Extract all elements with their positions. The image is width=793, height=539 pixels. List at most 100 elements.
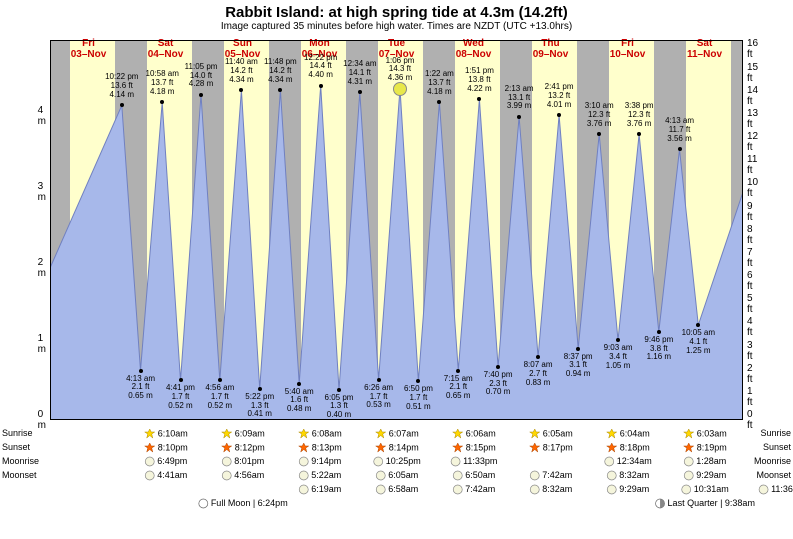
- y-tick-ft: 3 ft: [743, 340, 753, 362]
- y-tick-ft: 1 ft: [743, 386, 753, 408]
- chart-title: Rabbit Island: at high spring tide at 4.…: [0, 0, 793, 21]
- sunset-time: 8:13pm: [297, 442, 342, 454]
- tide-label: 4:56 am1.7 ft0.52 m: [205, 384, 234, 410]
- tide-point: [616, 338, 620, 342]
- tide-point: [199, 93, 203, 97]
- tide-point: [637, 132, 641, 136]
- moonrise-row-label: Moonrise: [2, 456, 39, 466]
- sunset-row-label-right: Sunset: [763, 442, 791, 452]
- tide-label: 6:26 am1.7 ft0.53 m: [364, 384, 393, 410]
- tide-label: 8:37 pm3.1 ft0.94 m: [564, 353, 593, 379]
- moonset-time-2: 6:58am: [375, 484, 419, 495]
- sunset-time: 8:10pm: [143, 442, 188, 454]
- tide-point: [576, 347, 580, 351]
- tide-point: [258, 387, 262, 391]
- y-tick-m: 3 m: [38, 181, 50, 203]
- sunrise-row-label: Sunrise: [2, 428, 33, 438]
- sunset-time: 8:17pm: [528, 442, 573, 454]
- tide-label: 5:22 pm1.3 ft0.41 m: [245, 393, 274, 419]
- tide-point: [120, 103, 124, 107]
- tide-label: 10:22 pm13.6 ft4.14 m: [105, 73, 138, 99]
- tide-point: [657, 330, 661, 334]
- tide-label: 8:07 am2.7 ft0.83 m: [524, 361, 553, 387]
- moonset-time: 8:32am: [606, 470, 650, 481]
- tide-point: [337, 388, 341, 392]
- tide-point: [160, 100, 164, 104]
- tide-label: 6:05 pm1.3 ft0.40 m: [325, 394, 354, 420]
- current-tide-marker: [393, 82, 407, 96]
- y-tick-ft: 12 ft: [743, 131, 758, 153]
- tide-label: 2:13 am13.1 ft3.99 m: [505, 85, 534, 111]
- tide-label: 3:10 am12.3 ft3.76 m: [585, 102, 614, 128]
- tide-label: 6:50 pm1.7 ft0.51 m: [404, 385, 433, 411]
- y-tick-ft: 15 ft: [743, 62, 758, 84]
- tide-point: [358, 90, 362, 94]
- tide-chart: Rabbit Island: at high spring tide at 4.…: [0, 0, 793, 539]
- tide-label: 7:15 am2.1 ft0.65 m: [444, 375, 473, 401]
- tide-point: [557, 113, 561, 117]
- tide-label: 1:51 pm13.8 ft4.22 m: [465, 67, 494, 93]
- moonrise-time: 12:34am: [603, 456, 652, 467]
- moonset-time-2: 6:19am: [298, 484, 342, 495]
- tide-label: 1:22 am13.7 ft4.18 m: [425, 70, 454, 96]
- tide-point: [139, 369, 143, 373]
- chart-subtitle: Image captured 35 minutes before high wa…: [0, 21, 793, 34]
- tide-point: [678, 147, 682, 151]
- moonset-time: 5:22am: [298, 470, 342, 481]
- tide-label: 11:05 pm14.0 ft4.28 m: [185, 63, 218, 89]
- sunrise-time: 6:10am: [143, 428, 188, 440]
- tide-label: 2:41 pm13.2 ft4.01 m: [545, 83, 574, 109]
- sunset-row-label: Sunset: [2, 442, 30, 452]
- sunrise-time: 6:03am: [682, 428, 727, 440]
- moonset-row-label: Moonset: [2, 470, 37, 480]
- y-tick-ft: 9 ft: [743, 201, 753, 223]
- moonset-time-2: 9:29am: [606, 484, 650, 495]
- sunset-time: 8:18pm: [605, 442, 650, 454]
- moon-phase-lastquarter: Last Quarter | 9:38am: [654, 498, 755, 509]
- tide-label: 10:05 am4.1 ft1.25 m: [682, 329, 715, 355]
- moonrise-time: 1:28am: [683, 456, 727, 467]
- sunrise-time: 6:06am: [451, 428, 496, 440]
- tide-point: [536, 355, 540, 359]
- tide-point: [597, 132, 601, 136]
- y-tick-ft: 7 ft: [743, 247, 753, 269]
- moonset-time: 4:56am: [221, 470, 265, 481]
- tide-point: [517, 115, 521, 119]
- tide-point: [218, 378, 222, 382]
- sunset-time: 8:15pm: [451, 442, 496, 454]
- tide-label: 12:22 pm14.4 ft4.40 m: [304, 54, 337, 80]
- sunrise-time: 6:05am: [528, 428, 573, 440]
- tide-point: [696, 323, 700, 327]
- sunset-time: 8:19pm: [682, 442, 727, 454]
- y-tick-ft: 2 ft: [743, 363, 753, 385]
- tide-label: 10:58 am13.7 ft4.18 m: [146, 70, 179, 96]
- tide-point: [437, 100, 441, 104]
- moonset-time: 6:05am: [375, 470, 419, 481]
- moonrise-time: 10:25pm: [372, 456, 421, 467]
- tide-label: 12:34 am14.1 ft4.31 m: [343, 60, 376, 86]
- tide-label: 4:13 am11.7 ft3.56 m: [665, 117, 694, 143]
- tide-label: 11:40 am14.2 ft4.34 m: [225, 58, 258, 84]
- tide-point: [179, 378, 183, 382]
- y-tick-m: 0 m: [38, 409, 50, 431]
- moonset-time-2: 11:36am: [758, 484, 793, 495]
- tide-point: [319, 84, 323, 88]
- tide-point: [496, 365, 500, 369]
- moonrise-time: 11:33pm: [450, 456, 498, 467]
- moonset-time: 7:42am: [529, 470, 573, 481]
- tide-point: [377, 378, 381, 382]
- tide-label: 5:40 am1.6 ft0.48 m: [285, 388, 314, 414]
- moonrise-time: 6:49pm: [144, 456, 188, 467]
- tide-point: [297, 382, 301, 386]
- moonrise-time: 8:01pm: [221, 456, 265, 467]
- sunset-time: 8:12pm: [220, 442, 265, 454]
- moonset-time: 4:41am: [144, 470, 188, 481]
- moon-phase-full: Full Moon | 6:24pm: [197, 498, 287, 509]
- moonset-time-2: 7:42am: [452, 484, 496, 495]
- tide-label: 9:46 pm3.8 ft1.16 m: [644, 336, 673, 362]
- sunrise-row-label-right: Sunrise: [760, 428, 791, 438]
- tide-point: [239, 88, 243, 92]
- tide-label: 1:06 pm14.3 ft4.36 m: [386, 57, 415, 83]
- moonset-time-2: 8:32am: [529, 484, 573, 495]
- moonset-time: 6:50am: [452, 470, 496, 481]
